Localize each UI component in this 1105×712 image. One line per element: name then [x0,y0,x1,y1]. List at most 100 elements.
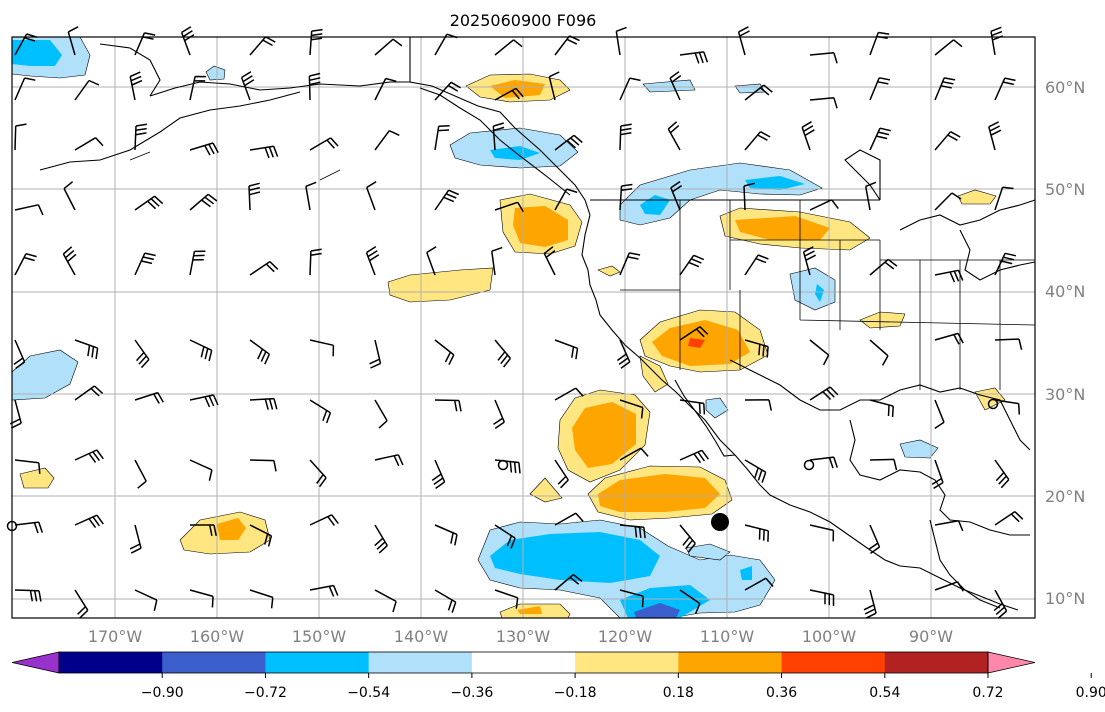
wind-barb [993,589,1008,619]
wind-barb [374,399,388,429]
wind-barb [616,339,631,369]
wind-barb [369,339,382,369]
wind-barb [189,394,219,408]
colorbar-tick-label: −0.54 [347,685,390,701]
wind-barb [869,399,894,418]
wind-barb [744,339,769,358]
colorbar-tick-label: 0.36 [766,685,797,701]
positive-anomaly-pacific-40n [387,267,494,303]
wind-barb [494,39,523,56]
wind-barb [679,254,705,276]
wind-barb [864,181,877,211]
colorbar-segment [781,652,886,673]
wind-barb [744,131,771,151]
colorbar-extend-low [11,651,60,674]
wind-barb [67,26,79,56]
wind-barb [14,77,36,101]
wind-barb [249,589,274,609]
wind-barb [374,130,400,151]
lon-label: 150°W [292,627,347,646]
wind-barb [619,123,632,151]
wind-barb [74,514,104,529]
wind-barb [679,449,710,464]
map-frame [11,36,1036,619]
wind-barb [14,521,44,534]
wind-barb [744,254,769,276]
colorbar-segment [678,652,783,673]
wind-barb [129,524,142,554]
wind-barb [934,77,956,101]
wind-barb [434,81,461,101]
wind-barb [679,326,709,341]
wind-barb [249,339,271,365]
lat-label: 60°N [1045,78,1085,97]
colorbar-tick-label: 0.90 [1076,685,1105,701]
colorbar-tick-label: 0.18 [663,685,694,701]
wind-barb [619,252,641,276]
wind-barb [619,183,633,211]
lat-label: 40°N [1045,282,1085,301]
wind-barb [134,391,164,404]
wind-barb [809,97,838,109]
wind-barb [374,454,404,467]
colorbar-segment [265,652,370,673]
wind-barb [14,204,44,216]
colorbar-segment [884,652,989,673]
wind-barb [434,124,450,151]
wind-barb [494,339,511,368]
wind-barb [308,72,321,101]
colorbar-outline [58,651,989,674]
wind-barb [493,399,505,430]
wind-barb [431,459,446,490]
wind-barb [869,258,898,276]
wind-barb [189,250,206,276]
wind-barb [134,195,164,211]
wind-barb [554,339,579,360]
wind-barb [543,246,556,276]
wind-barb [249,36,276,56]
storm-marker [711,513,729,531]
lon-label: 140°W [394,627,449,646]
wind-barb [988,121,1002,151]
wind-barb [868,524,881,555]
wind-barb [309,399,332,424]
wind-barb [744,84,773,101]
wind-barb [619,399,644,419]
colorbar-segment [575,652,679,673]
latitude-labels: 60°N 50°N 40°N 30°N 20°N 10°N [1045,78,1085,608]
wind-barb [669,71,682,101]
colorbar: −0.90 −0.72 −0.54 −0.36 −0.18 0.18 0.36 0.54 0.7… [11,651,1105,701]
wind-barb [744,459,767,483]
wind-barb [934,192,962,211]
wind-barb [679,589,701,614]
wind-barb [934,332,964,345]
wind-barb [809,386,839,401]
wind-barb [679,51,709,64]
colorbar-extend-high [987,651,1036,674]
wind-barb [934,269,964,283]
wind-barb [869,339,889,366]
colorbar-tick-label: −0.18 [554,685,597,701]
colorbar-tick-label: 0.72 [972,685,1003,701]
wind-barb [134,459,147,489]
wind-barb [809,199,839,211]
wind-barb [74,339,99,360]
wind-barb [554,459,569,489]
wind-barb [14,123,27,151]
wind-barbs [9,26,1024,619]
wind-barb [309,28,323,56]
wind-barb [931,459,944,489]
map-title: 2025060900 F096 [450,11,597,30]
wind-barb [802,246,817,276]
wind-barb [190,524,217,536]
wind-barb [491,246,503,276]
wind-barb [249,459,277,472]
wind-barb [994,399,1021,415]
wind-barb [74,137,104,151]
wind-barb [74,589,89,619]
wind-barb [934,399,945,430]
wind-barb [305,181,317,211]
wind-barb [434,524,458,546]
lat-label: 30°N [1045,385,1085,404]
